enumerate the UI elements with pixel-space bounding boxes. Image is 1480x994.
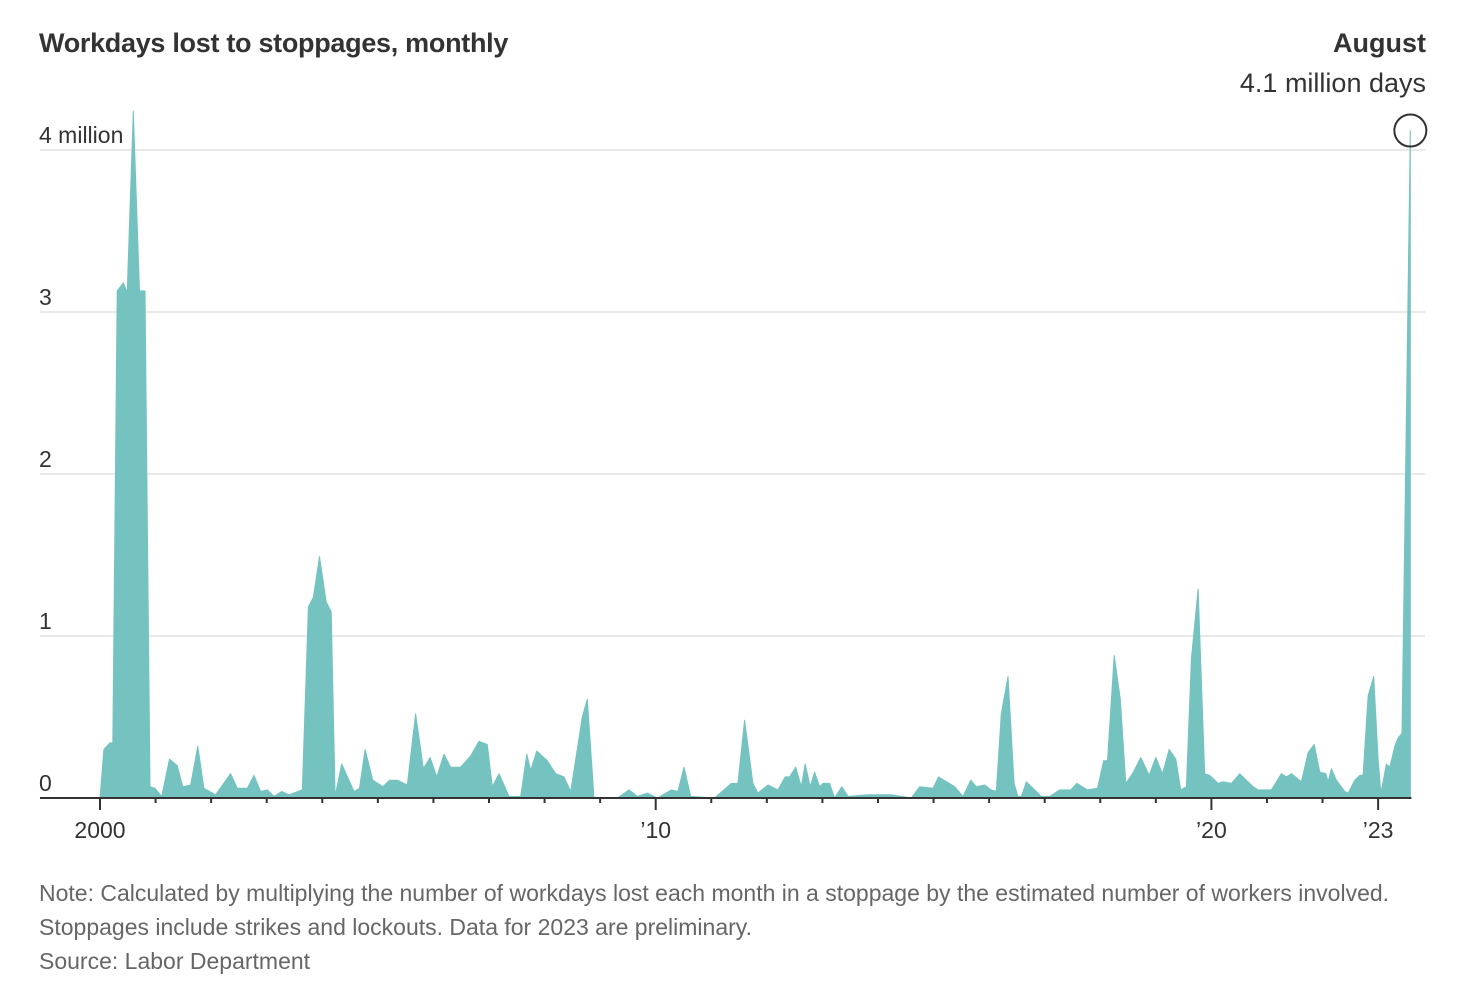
y-tick-label: 0: [39, 770, 52, 796]
y-tick-label: 1: [39, 608, 52, 634]
x-tick-label: ’20: [1196, 817, 1227, 843]
source-text: Source: Labor Department: [39, 948, 311, 974]
y-tick-label: 3: [39, 284, 52, 310]
x-tick-label: ’10: [640, 817, 671, 843]
x-tick-label: 2000: [74, 817, 125, 843]
x-tick-label: ’23: [1363, 817, 1394, 843]
chart-note: Note: Calculated by multiplying the numb…: [39, 876, 1439, 978]
y-tick-label: 2: [39, 446, 52, 472]
y-tick-label: 4 million: [39, 122, 123, 148]
annotation-circle: [1393, 113, 1428, 148]
area-series: [99, 110, 1411, 799]
annotation-label: August: [1333, 28, 1426, 58]
note-text: Note: Calculated by multiplying the numb…: [39, 880, 1390, 940]
annotation-value: 4.1 million days: [1239, 68, 1426, 98]
chart-title: Workdays lost to stoppages, monthly: [39, 28, 509, 58]
